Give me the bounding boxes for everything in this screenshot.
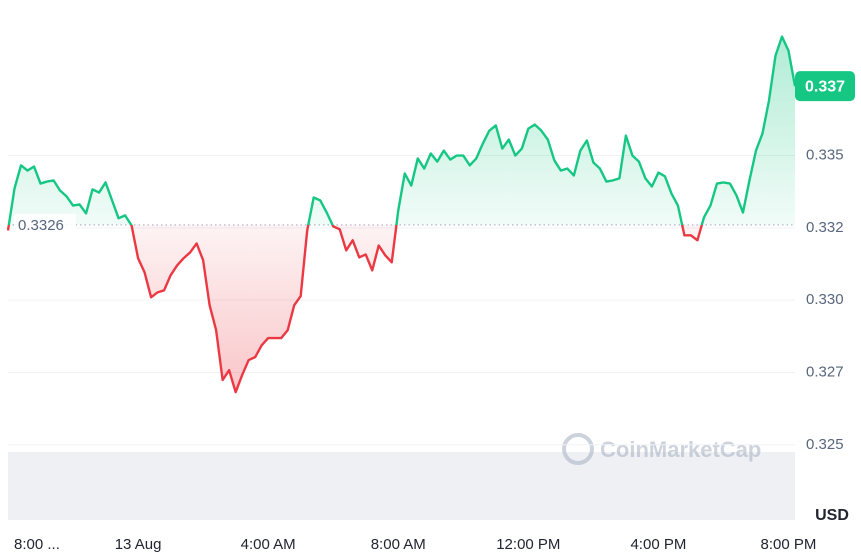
x-tick-label: 13 Aug (115, 536, 162, 553)
y-tick-label: 0.325 (806, 436, 844, 453)
baseline-label-bg (14, 213, 76, 236)
y-tick-label: 0.327 (806, 363, 844, 380)
x-tick-label: 8:00 AM (371, 536, 426, 553)
price-badge (795, 71, 855, 102)
y-tick-label: 0.332 (806, 219, 844, 236)
price-badge-label: 0.337 (805, 78, 845, 95)
x-tick-label: 12:00 PM (496, 536, 560, 553)
x-tick-label: 8:00 ... (14, 536, 60, 553)
y-tick-label: 0.330 (806, 291, 844, 308)
baseline-label: 0.3326 (18, 217, 64, 234)
x-tick-label: 4:00 AM (241, 536, 296, 553)
watermark-text: CoinMarketCap (600, 437, 761, 462)
volume-band (8, 452, 795, 520)
y-tick-label: 0.335 (806, 146, 844, 163)
x-tick-label: 8:00 PM (761, 536, 817, 553)
price-area (8, 36, 795, 393)
x-tick-label: 4:00 PM (630, 536, 686, 553)
currency-label: USD (815, 507, 849, 524)
watermark: CoinMarketCap (562, 433, 761, 465)
price-line (6, 35, 797, 394)
